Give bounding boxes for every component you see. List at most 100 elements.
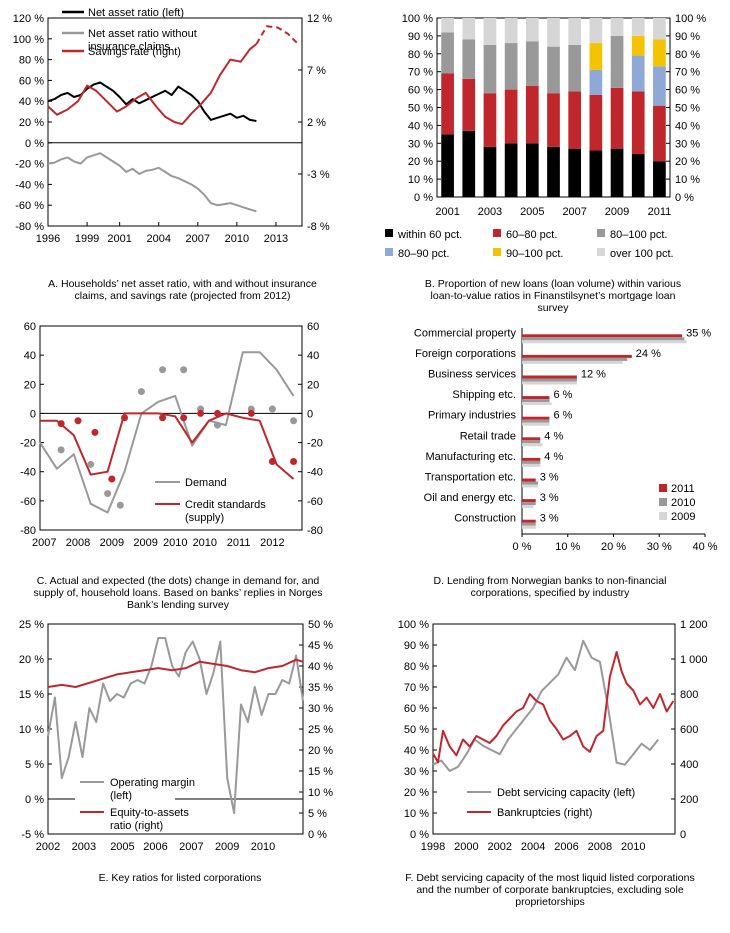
bar-segment xyxy=(610,148,624,197)
y-tick-label: 90 % xyxy=(404,640,429,652)
bar-segment xyxy=(568,91,582,149)
y-tick-label: 80 % xyxy=(408,49,433,61)
x-tick-label: 2004 xyxy=(146,233,170,245)
value-label: 3 % xyxy=(540,513,559,525)
category-label: Business services xyxy=(428,369,517,381)
y2-tick-label: 45 % xyxy=(308,640,333,652)
y-tick-label: -80 % xyxy=(15,221,44,233)
value-label: 4 % xyxy=(544,430,563,442)
legend-label: Operating margin xyxy=(110,777,195,789)
caption-e: E. Key ratios for listed corporations xyxy=(98,872,262,884)
x-tick-label: 2013 xyxy=(264,233,288,245)
x-tick-label: 2001 xyxy=(435,206,459,218)
y2-tick-label: 60 xyxy=(307,321,319,333)
bar-segment xyxy=(525,86,539,144)
x-tick-label: 2001 xyxy=(107,233,131,245)
y-tick-label: 0 % xyxy=(25,794,44,806)
y-tick-label: 60 % xyxy=(408,85,433,97)
category-label: Commercial property xyxy=(414,327,517,339)
x-tick-label: 2010 xyxy=(163,537,187,549)
x-tick-label: 2009 xyxy=(215,841,239,853)
bar xyxy=(522,457,541,461)
x-tick-label: 1998 xyxy=(421,841,445,853)
y2-tick-label: 5 % xyxy=(308,808,327,820)
supply-dot xyxy=(213,409,221,417)
bar xyxy=(522,437,541,441)
plot-frame xyxy=(432,623,676,835)
x-tick-label: 2009 xyxy=(133,537,157,549)
bar-segment xyxy=(589,18,603,44)
legend-label: 80–90 pct. xyxy=(398,248,449,260)
bar-segment xyxy=(568,148,582,197)
y-tick-label: 50 % xyxy=(408,103,433,115)
caption-d: D. Lending from Norwegian banks to non-f… xyxy=(433,575,667,599)
bar xyxy=(522,396,550,400)
bar-segment xyxy=(504,143,518,197)
chart-a: 120 % 100 % 80 % 60 % 40 % 20 % 0 % -20 % -40 % -… xyxy=(13,7,332,245)
legend-label: Equity-to-assets xyxy=(110,807,189,819)
x-tick-label: 1999 xyxy=(75,233,99,245)
y2-tick-label: 40 % xyxy=(675,120,700,132)
y-tick-label: 40 % xyxy=(408,120,433,132)
y2-tick-label: 70 % xyxy=(675,67,700,79)
y2-tick-label: 200 xyxy=(680,794,698,806)
bar xyxy=(522,463,541,467)
demand-dot xyxy=(57,446,65,454)
legend-label: Net asset ratio without xyxy=(88,28,197,40)
bar xyxy=(522,340,687,344)
y2-tick-label: 30 % xyxy=(675,138,700,150)
x-tick-label: 2005 xyxy=(520,206,544,218)
legend-swatch xyxy=(597,229,605,237)
x-tick-label: 2008 xyxy=(66,537,90,549)
y-tick-label: 40 % xyxy=(404,745,429,757)
y-tick-label: 15 % xyxy=(19,689,44,701)
legend-label: 80–100 pct. xyxy=(610,229,668,241)
series-line-1 xyxy=(432,651,675,764)
y-tick-label: 60 % xyxy=(404,703,429,715)
y-tick-label: 20 xyxy=(24,379,36,391)
y2-tick-label: 0 % xyxy=(675,192,694,204)
bar-segment xyxy=(610,35,624,88)
category-label: Oil and energy etc. xyxy=(424,492,516,504)
y2-tick-label: 40 xyxy=(307,350,319,362)
x-tick-label: 2003 xyxy=(478,206,502,218)
y2-tick-label: 0 xyxy=(680,829,686,841)
bar-segment xyxy=(504,18,518,44)
bar xyxy=(522,422,550,426)
y2-tick-label: -20 xyxy=(307,438,323,450)
supply-dot xyxy=(121,414,129,422)
y2-tick-label: 50 % xyxy=(308,619,333,631)
category-label: Primary industries xyxy=(428,410,517,422)
series-line-0 xyxy=(39,351,295,514)
bar xyxy=(522,478,536,482)
projected-line xyxy=(255,25,299,45)
y-tick-label: -5 % xyxy=(21,829,44,841)
y-tick-label: 100 % xyxy=(13,34,44,46)
x-tick-label: 2009 xyxy=(605,206,629,218)
bar-segment xyxy=(462,130,476,197)
y-tick-label: 80 % xyxy=(404,661,429,673)
y-tick-label: 0 % xyxy=(25,138,44,150)
legend-label: within 60 pct. xyxy=(397,229,462,241)
plot-frame xyxy=(39,325,303,531)
bar-segment xyxy=(589,69,603,95)
y2-tick-label: -8 % xyxy=(307,221,330,233)
x-tick-label: 2010 xyxy=(251,841,275,853)
demand-dot xyxy=(104,490,112,498)
y-tick-label: 40 xyxy=(24,350,36,362)
legend-label: 60–80 pct. xyxy=(506,229,557,241)
legend-label: Credit standards xyxy=(185,499,266,511)
y2-tick-label: -80 xyxy=(307,525,323,537)
bar-segment xyxy=(568,18,582,45)
demand-dot xyxy=(180,366,188,374)
demand-dot xyxy=(159,366,167,374)
bar-segment xyxy=(547,146,560,197)
bar xyxy=(522,399,550,403)
x-tick-label: 10 % xyxy=(555,541,580,553)
y-tick-label: -20 % xyxy=(15,159,44,171)
y2-tick-label: 1 200 xyxy=(680,619,708,631)
bar xyxy=(522,378,577,382)
y2-tick-label: 10 % xyxy=(308,787,333,799)
bar-segment xyxy=(631,35,645,56)
supply-dot xyxy=(268,458,276,466)
